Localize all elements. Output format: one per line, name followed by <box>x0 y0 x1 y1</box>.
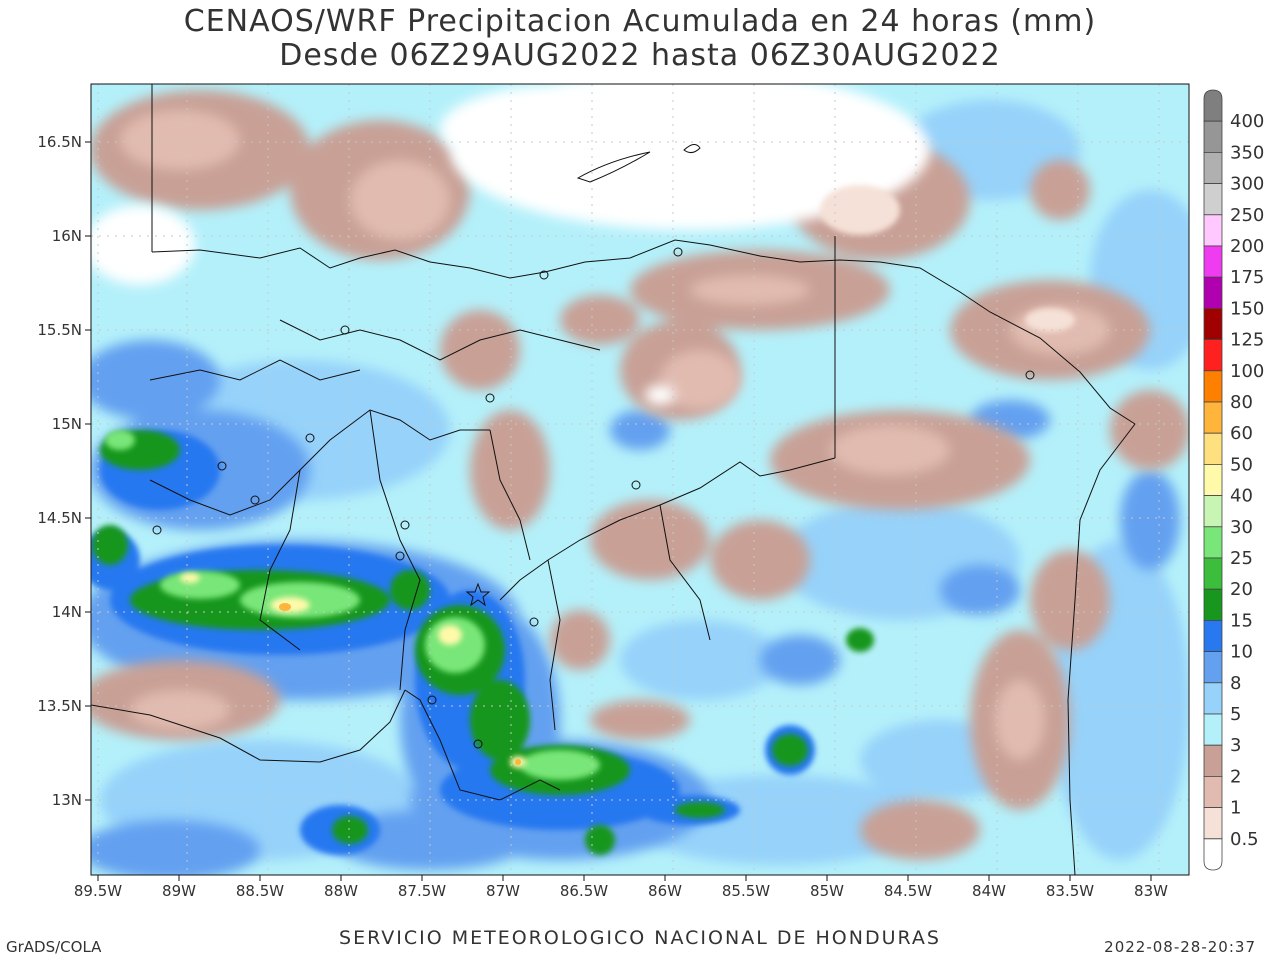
colorbar-label: 125 <box>1230 330 1264 351</box>
lon-tick-label: 85W <box>810 882 844 900</box>
lat-tick-label: 14.5N <box>37 509 82 527</box>
lon-tick-label: 87W <box>486 882 520 900</box>
country-borders <box>91 84 1136 875</box>
colorbar-label: 1 <box>1230 798 1241 819</box>
colorbar-swatch <box>1203 713 1223 746</box>
lon-tick-label: 88.5W <box>236 882 284 900</box>
colorbar-label: 15 <box>1230 610 1253 631</box>
software-credit: GrADS/COLA <box>6 938 102 956</box>
colorbar-label: 250 <box>1230 205 1264 226</box>
colorbar-swatch <box>1203 120 1223 153</box>
colorbar-label: 5 <box>1230 704 1241 725</box>
colorbar-label: 40 <box>1230 486 1253 507</box>
colorbar-swatch <box>1203 651 1223 684</box>
capital-star-icon <box>465 582 491 607</box>
lat-tick-label: 13.5N <box>37 697 82 715</box>
colorbar-label: 100 <box>1230 361 1264 382</box>
lon-tick-label: 88W <box>324 882 358 900</box>
colorbar-label: 80 <box>1230 392 1253 413</box>
colorbar-swatch <box>1203 526 1223 559</box>
colorbar-swatch <box>1203 807 1223 840</box>
colorbar-swatch <box>1203 151 1223 184</box>
lon-tick-label: 89.5W <box>74 882 122 900</box>
colorbar-swatch <box>1203 463 1223 496</box>
colorbar-swatch <box>1203 183 1223 216</box>
precipitation-field <box>91 84 1189 875</box>
lon-tick-label: 84W <box>972 882 1006 900</box>
colorbar-swatch <box>1203 495 1223 528</box>
lon-tick-label: 83.5W <box>1046 882 1094 900</box>
colorbar-swatch <box>1203 370 1223 403</box>
colorbar-label: 0.5 <box>1230 829 1259 850</box>
colorbar-swatch <box>1203 245 1223 278</box>
colorbar-swatch <box>1203 214 1223 247</box>
colorbar-label: 150 <box>1230 298 1264 319</box>
colorbar-label: 175 <box>1230 267 1264 288</box>
colorbar-label: 30 <box>1230 517 1253 538</box>
agency-name: SERVICIO METEOROLOGICO NACIONAL DE HONDU… <box>339 927 941 949</box>
colorbar-swatch <box>1203 620 1223 653</box>
lon-tick-label: 86.5W <box>560 882 608 900</box>
lon-tick-label: 83W <box>1134 882 1168 900</box>
longitude-axis: 89.5W 89W 88.5W 88W 87.5W 87W 86.5W 86W 85.5W 85W… <box>74 875 1168 900</box>
lon-tick-label: 85.5W <box>722 882 770 900</box>
colorbar-label: 3 <box>1230 735 1241 756</box>
lat-tick-label: 16N <box>52 227 82 245</box>
colorbar-swatch <box>1203 401 1223 434</box>
colorbar-swatch <box>1203 307 1223 340</box>
colorbar-swatch <box>1203 276 1223 309</box>
colorbar-label: 350 <box>1230 142 1264 163</box>
colorbar-swatch <box>1203 89 1223 122</box>
lat-tick-label: 15N <box>52 415 82 433</box>
lon-tick-label: 86W <box>648 882 682 900</box>
lon-tick-label: 87.5W <box>398 882 446 900</box>
colorbar-label: 10 <box>1230 642 1253 663</box>
latitude-axis: 16.5N 16N 15.5N 15N 14.5N 14N 13.5N 13N <box>37 133 91 809</box>
colorbar-label: 200 <box>1230 236 1264 257</box>
colorbar-swatch <box>1203 838 1223 871</box>
colorbar-label: 20 <box>1230 579 1253 600</box>
colorbar-label: 25 <box>1230 548 1253 569</box>
colorbar-label: 2 <box>1230 766 1241 787</box>
lat-tick-label: 16.5N <box>37 133 82 151</box>
colorbar-swatch <box>1203 432 1223 465</box>
colorbar-label: 400 <box>1230 111 1264 132</box>
colorbar-label: 300 <box>1230 174 1264 195</box>
plot-frame <box>90 83 1190 876</box>
colorbar-swatch <box>1203 776 1223 809</box>
colorbar-label: 50 <box>1230 454 1253 475</box>
colorbar-label: 8 <box>1230 673 1241 694</box>
lat-tick-label: 15.5N <box>37 321 82 339</box>
colorbar-swatch <box>1203 557 1223 590</box>
lat-tick-label: 13N <box>52 791 82 809</box>
map-title-line2: Desde 06Z29AUG2022 hasta 06Z30AUG2022 <box>279 38 1001 73</box>
colorbar-swatch <box>1203 339 1223 372</box>
colorbar-swatch <box>1203 682 1223 715</box>
lon-tick-label: 84.5W <box>884 882 932 900</box>
colorbar-swatch <box>1203 744 1223 777</box>
lat-tick-label: 14N <box>52 603 82 621</box>
colorbar-label: 60 <box>1230 423 1253 444</box>
map-title-line1: CENAOS/WRF Precipitacion Acumulada en 24… <box>183 4 1097 39</box>
colorbar-swatch <box>1203 588 1223 621</box>
generation-timestamp: 2022-08-28-20:37 <box>1104 938 1256 956</box>
precipitation-colorbar: 4003503002502001751501251008060504030252… <box>1203 89 1264 871</box>
lon-tick-label: 89W <box>162 882 196 900</box>
